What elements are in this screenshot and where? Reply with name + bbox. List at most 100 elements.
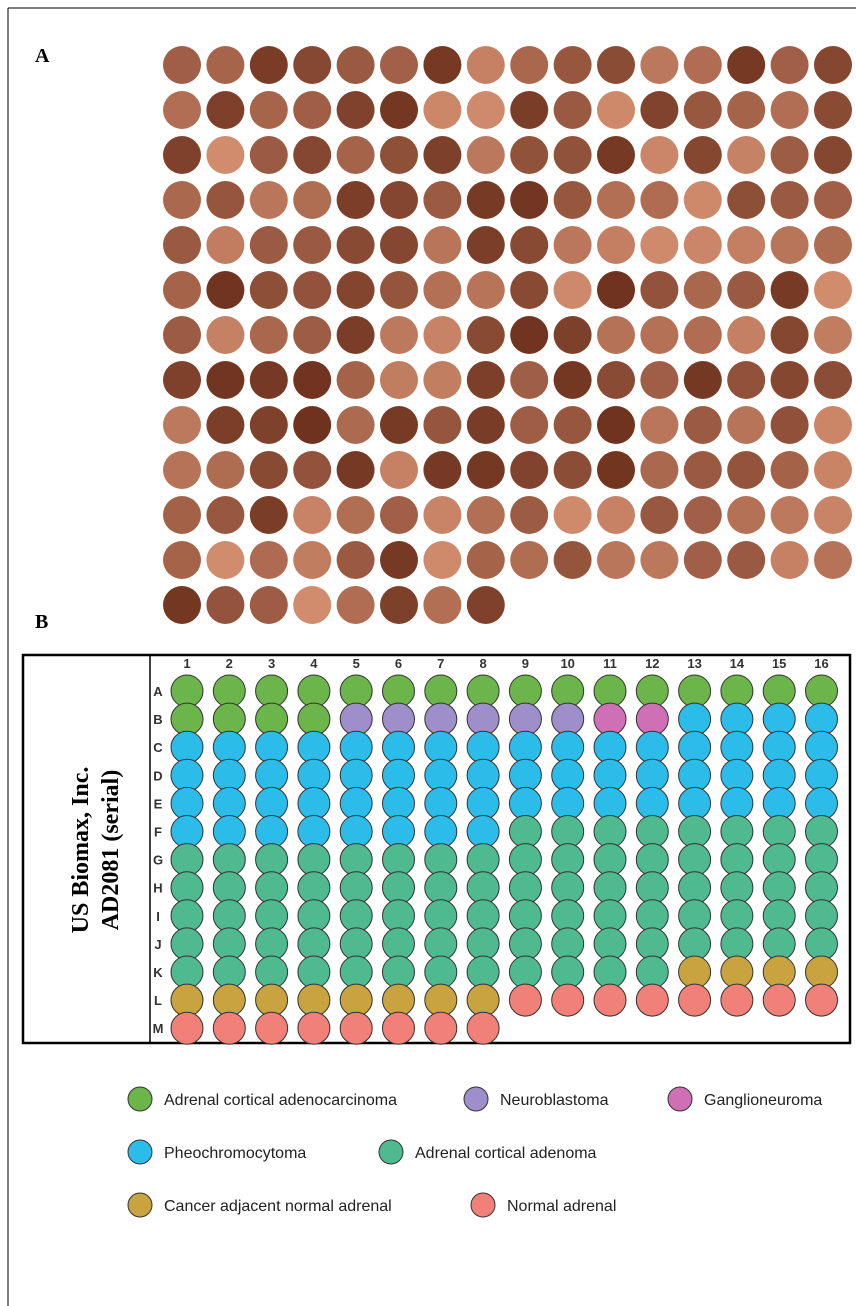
legend-swatch [128,1193,152,1217]
well [340,984,372,1016]
column-label: 7 [437,656,444,671]
well [383,759,415,791]
tissue-core [640,406,678,444]
well [552,816,584,848]
tissue-core [771,451,809,489]
well [383,1012,415,1044]
tissue-core [206,586,244,624]
well [763,984,795,1016]
tissue-core [423,271,461,309]
well [721,900,753,932]
well [806,928,838,960]
tissue-core [597,91,635,129]
tissue-core [467,91,505,129]
well [806,872,838,904]
tissue-core [250,271,288,309]
tissue-core [206,361,244,399]
well [467,675,499,707]
well [806,900,838,932]
well [298,731,330,763]
column-label: 1 [183,656,190,671]
well [636,759,668,791]
well [509,759,541,791]
tissue-core [597,406,635,444]
column-label: 10 [560,656,574,671]
tissue-core [380,181,418,219]
well [763,956,795,988]
tissue-core [337,91,375,129]
well [679,900,711,932]
well [679,956,711,988]
tissue-core [510,316,548,354]
tissue-core [163,586,201,624]
well [340,703,372,735]
tissue-core [293,136,331,174]
well [213,787,245,819]
well [806,984,838,1016]
well [340,731,372,763]
well [425,984,457,1016]
well [552,844,584,876]
column-label: 12 [645,656,659,671]
row-label: A [153,684,163,699]
well [340,844,372,876]
well [383,984,415,1016]
column-label: 5 [353,656,360,671]
well [171,872,203,904]
well [467,759,499,791]
tissue-core [467,451,505,489]
row-label: H [153,881,162,896]
well [509,900,541,932]
well [298,956,330,988]
well [467,731,499,763]
well [213,984,245,1016]
tissue-core [684,316,722,354]
well [383,956,415,988]
well [552,928,584,960]
well [636,900,668,932]
column-label: 6 [395,656,402,671]
well [552,900,584,932]
well [509,787,541,819]
tissue-core [380,496,418,534]
tissue-core [337,136,375,174]
tissue-core [554,181,592,219]
tissue-core [250,586,288,624]
well [425,900,457,932]
well [171,928,203,960]
well [509,816,541,848]
tissue-core [423,226,461,264]
tissue-core [510,46,548,84]
tissue-core [250,226,288,264]
tissue-core [163,451,201,489]
well [298,872,330,904]
tissue-core [163,181,201,219]
well [721,731,753,763]
tissue-core [206,271,244,309]
legend-swatch [128,1140,152,1164]
row-label: E [154,796,163,811]
tissue-core [293,361,331,399]
tissue-core [684,46,722,84]
tissue-core [380,586,418,624]
well [509,675,541,707]
well [340,1012,372,1044]
tissue-core [250,541,288,579]
column-label: 14 [730,656,745,671]
tissue-core [597,316,635,354]
tissue-core [380,136,418,174]
column-label: 2 [226,656,233,671]
well [298,928,330,960]
well [552,731,584,763]
well [467,703,499,735]
tissue-core [684,361,722,399]
tissue-core [293,46,331,84]
well [298,816,330,848]
well [679,703,711,735]
column-label: 9 [522,656,529,671]
tissue-core [163,406,201,444]
well [171,900,203,932]
well [171,984,203,1016]
tissue-core [554,496,592,534]
well [298,759,330,791]
